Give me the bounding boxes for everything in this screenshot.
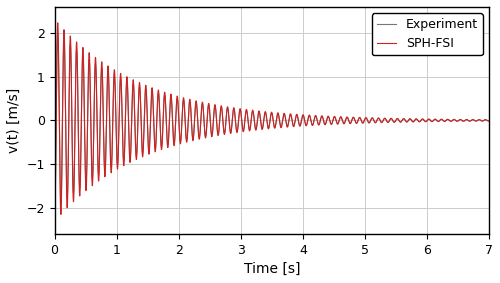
Experiment bbox=[137, 86, 143, 90]
X-axis label: Time [s]: Time [s] bbox=[244, 262, 300, 276]
Experiment bbox=[52, 209, 58, 213]
SPH-FSI bbox=[463, 118, 469, 121]
Experiment bbox=[486, 119, 492, 123]
SPH-FSI bbox=[264, 120, 270, 123]
SPH-FSI bbox=[52, 220, 58, 223]
Line: SPH-FSI: SPH-FSI bbox=[54, 23, 489, 222]
Experiment bbox=[70, 168, 75, 171]
SPH-FSI bbox=[78, 167, 84, 171]
SPH-FSI bbox=[486, 119, 492, 123]
Experiment bbox=[54, 31, 60, 35]
Experiment bbox=[78, 162, 84, 166]
SPH-FSI bbox=[54, 82, 60, 85]
SPH-FSI bbox=[54, 21, 60, 24]
Legend: Experiment, SPH-FSI: Experiment, SPH-FSI bbox=[372, 13, 483, 55]
Line: Experiment: Experiment bbox=[54, 33, 489, 211]
SPH-FSI bbox=[137, 83, 143, 86]
SPH-FSI bbox=[70, 174, 75, 177]
Y-axis label: v(t) [m/s]: v(t) [m/s] bbox=[7, 88, 21, 153]
Experiment bbox=[463, 118, 469, 121]
Experiment bbox=[264, 120, 270, 123]
Experiment bbox=[54, 85, 60, 89]
